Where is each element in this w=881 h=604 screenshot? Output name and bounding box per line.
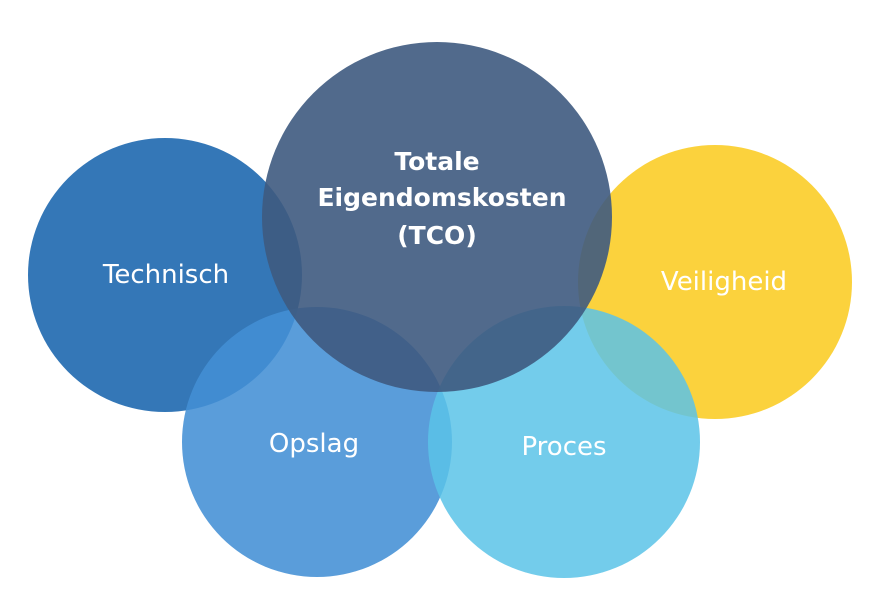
- center-title-line-3: (TCO): [397, 221, 477, 250]
- center-title-line-2: Eigendomskosten: [317, 183, 566, 212]
- center-title-line-1: Totale: [394, 147, 479, 176]
- label-veiligheid: Veiligheid: [661, 267, 787, 297]
- label-opslag: Opslag: [269, 429, 359, 459]
- label-proces: Proces: [521, 432, 606, 462]
- label-technisch: Technisch: [102, 260, 229, 290]
- circle-tco: [262, 42, 612, 392]
